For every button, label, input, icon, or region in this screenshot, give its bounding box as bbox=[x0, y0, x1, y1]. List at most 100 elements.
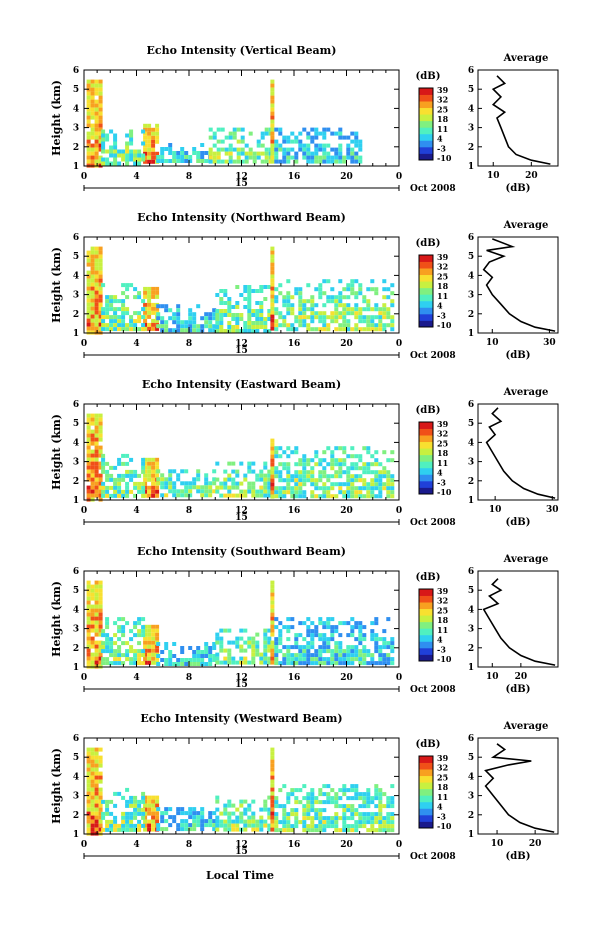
echo-cell bbox=[94, 266, 99, 271]
echo-cell bbox=[282, 466, 287, 471]
echo-cell bbox=[141, 653, 146, 658]
echo-cell bbox=[350, 307, 355, 312]
echo-cell bbox=[235, 827, 240, 832]
echo-cell bbox=[133, 157, 138, 162]
echo-cell bbox=[286, 327, 291, 332]
average-frame bbox=[477, 69, 559, 167]
echo-cell bbox=[330, 159, 335, 164]
echo-cell bbox=[298, 490, 303, 495]
echo-cell bbox=[113, 633, 118, 638]
echo-cell bbox=[109, 485, 114, 490]
echo-cell bbox=[390, 490, 395, 495]
echo-cell bbox=[382, 303, 387, 308]
echo-cell bbox=[125, 453, 130, 458]
echo-cell bbox=[366, 653, 371, 658]
echo-cell bbox=[318, 812, 323, 817]
echo-cell bbox=[338, 828, 343, 833]
echo-cell bbox=[101, 461, 106, 466]
colorbar-tick-label: 4 bbox=[437, 468, 443, 478]
echo-cell bbox=[366, 820, 371, 825]
echo-cell bbox=[314, 653, 319, 658]
echo-cell bbox=[267, 489, 272, 494]
echo-cell bbox=[286, 466, 291, 471]
echo-cell bbox=[121, 461, 126, 466]
echo-cell bbox=[306, 147, 311, 152]
echo-cell bbox=[125, 815, 130, 820]
echo-cell bbox=[290, 812, 295, 817]
echo-cell bbox=[346, 323, 351, 328]
echo-cell bbox=[263, 481, 268, 486]
echo-cell bbox=[204, 324, 209, 329]
echo-cell bbox=[342, 327, 347, 332]
echo-cell bbox=[350, 159, 355, 164]
echo-cell bbox=[184, 155, 189, 159]
echo-cell bbox=[86, 91, 91, 96]
echo-cell bbox=[252, 151, 257, 156]
echo-cell bbox=[94, 656, 99, 661]
echo-cell bbox=[125, 819, 130, 824]
echo-cell bbox=[326, 478, 331, 483]
echo-cell bbox=[208, 127, 213, 132]
echo-cell bbox=[247, 636, 252, 641]
echo-cell bbox=[256, 151, 261, 156]
echo-cell bbox=[322, 474, 327, 479]
echo-cell bbox=[98, 95, 103, 100]
echo-cell bbox=[147, 823, 152, 828]
echo-cell bbox=[290, 311, 295, 316]
echo-cell bbox=[133, 633, 138, 638]
echo-cell bbox=[208, 819, 213, 824]
echo-cell bbox=[94, 302, 99, 307]
echo-cell bbox=[255, 644, 260, 649]
echo-cell bbox=[101, 481, 106, 486]
echo-cell bbox=[264, 127, 269, 132]
echo-cell bbox=[338, 303, 343, 308]
echo-cell bbox=[160, 485, 165, 490]
echo-cell bbox=[251, 799, 256, 804]
echo-cell bbox=[370, 323, 375, 328]
echo-cell bbox=[270, 466, 275, 471]
colorbar-swatch bbox=[419, 320, 433, 328]
echo-cell bbox=[188, 155, 193, 159]
echo-cell bbox=[267, 811, 272, 816]
echo-cell bbox=[98, 787, 103, 792]
echo-cell bbox=[350, 291, 355, 296]
echo-cell bbox=[147, 123, 152, 128]
echo-cell bbox=[354, 139, 359, 144]
echo-cell bbox=[98, 449, 103, 454]
echo-cell bbox=[286, 474, 291, 479]
echo-cell bbox=[243, 477, 248, 482]
echo-cell bbox=[264, 155, 269, 160]
echo-cell bbox=[350, 657, 355, 662]
echo-cell bbox=[370, 327, 375, 332]
echo-cell bbox=[86, 306, 91, 311]
average-frame bbox=[477, 403, 559, 501]
echo-cell bbox=[98, 815, 103, 820]
echo-cell bbox=[212, 312, 217, 317]
echo-cell bbox=[290, 147, 295, 152]
x-tick-label: 8 bbox=[186, 339, 192, 349]
echo-cell bbox=[310, 661, 315, 666]
echo-cell bbox=[98, 135, 103, 140]
echo-cell bbox=[314, 828, 319, 833]
echo-cell bbox=[298, 788, 303, 793]
echo-cell bbox=[298, 147, 303, 152]
echo-cell bbox=[94, 600, 99, 605]
echo-cell bbox=[350, 131, 355, 136]
colorbar-tick-label: 4 bbox=[437, 635, 443, 645]
echo-cell bbox=[192, 823, 197, 828]
echo-cell bbox=[164, 159, 169, 163]
echo-cell bbox=[129, 649, 134, 654]
echo-cell bbox=[151, 469, 156, 474]
echo-cell bbox=[141, 493, 146, 498]
echo-cell bbox=[227, 493, 232, 498]
echo-cell bbox=[282, 494, 287, 499]
echo-cell bbox=[86, 660, 91, 665]
echo-cell bbox=[125, 827, 130, 832]
echo-cell bbox=[338, 645, 343, 650]
echo-cell bbox=[326, 820, 331, 825]
echo-cell bbox=[294, 653, 299, 658]
echo-cell bbox=[147, 636, 152, 641]
echo-cell bbox=[247, 485, 252, 490]
echo-cell bbox=[164, 642, 169, 646]
echo-cell bbox=[267, 477, 272, 482]
